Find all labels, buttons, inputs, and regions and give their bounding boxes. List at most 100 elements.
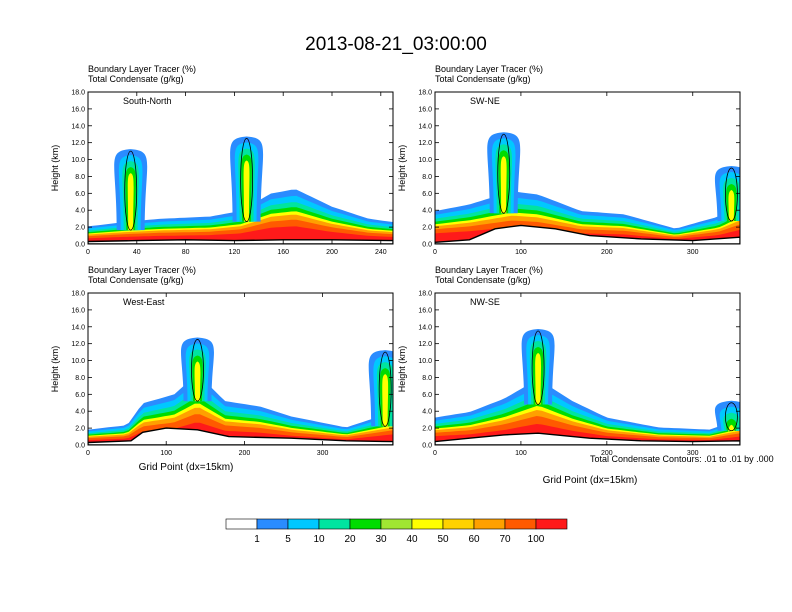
condensate-contour	[497, 133, 511, 214]
x-tick-label: 100	[160, 450, 172, 457]
y-tick-label: 14.0	[418, 123, 432, 130]
terrain	[88, 427, 393, 445]
y-tick-label: 6.0	[422, 191, 432, 198]
plume-band	[728, 190, 735, 222]
panel-label: West-East	[123, 297, 165, 307]
panel-header-line2: Total Condensate (g/kg)	[88, 275, 184, 285]
y-tick-label: 18.0	[418, 291, 432, 298]
x-tick-label: 300	[687, 249, 699, 256]
condensate-contour	[378, 351, 392, 427]
colorbar: 1 5 10 20 30 40 50 60 70 100	[225, 518, 568, 545]
x-tick-label: 200	[326, 249, 338, 256]
panels: Boundary Layer Tracer (%)Total Condensat…	[50, 64, 741, 457]
panel-sw-ne: Boundary Layer Tracer (%)Total Condensat…	[397, 64, 741, 256]
colorbar-label: 60	[468, 534, 480, 545]
x-tick-label: 0	[433, 450, 437, 457]
y-tick-label: 10.0	[418, 157, 432, 164]
y-tick-label: 10.0	[71, 157, 85, 164]
y-tick-label: 8.0	[75, 174, 85, 181]
terrain	[435, 224, 740, 244]
plot-frame	[87, 91, 394, 245]
y-axis-label: Height (km)	[50, 145, 60, 192]
x-tick-label: 80	[182, 249, 190, 256]
y-tick-label: 14.0	[418, 324, 432, 331]
y-tick-label: 12.0	[418, 341, 432, 348]
y-tick-label: 12.0	[418, 140, 432, 147]
x-tick-label: 200	[601, 249, 613, 256]
y-tick-label: 4.0	[422, 409, 432, 416]
y-tick-label: 18.0	[71, 291, 85, 298]
panel-header-line1: Boundary Layer Tracer (%)	[88, 265, 196, 275]
condensate-contour	[725, 167, 738, 222]
panel-south-north: Boundary Layer Tracer (%)Total Condensat…	[50, 64, 394, 256]
colorbar-swatch	[473, 518, 506, 530]
y-tick-label: 0.0	[75, 242, 85, 249]
x-tick-label: 240	[375, 249, 387, 256]
y-tick-label: 6.0	[422, 392, 432, 399]
y-tick-label: 12.0	[71, 140, 85, 147]
x-tick-label: 0	[433, 249, 437, 256]
panel-header-line2: Total Condensate (g/kg)	[435, 74, 531, 84]
plume-band	[382, 374, 389, 427]
colorbar-label: 40	[406, 534, 418, 545]
colorbar-label: 70	[499, 534, 511, 545]
tracer-field	[435, 293, 740, 445]
colorbar-swatch	[225, 518, 258, 530]
colorbar-swatch	[380, 518, 413, 530]
y-axis-label: Height (km)	[397, 346, 407, 393]
plume-band	[194, 361, 201, 402]
y-tick-label: 16.0	[418, 307, 432, 314]
condensate-contour	[531, 330, 545, 405]
colorbar-swatch	[349, 518, 382, 530]
tracer-field	[88, 293, 393, 445]
contour-note: Total Condensate Contours: .01 to .01 by…	[590, 454, 774, 464]
plume-band	[726, 418, 737, 431]
colorbar-swatch	[318, 518, 351, 530]
x-tick-label: 120	[229, 249, 241, 256]
x-tick-label: 300	[687, 450, 699, 457]
condensate-contour	[124, 150, 138, 231]
plot-frame	[434, 292, 741, 446]
panel-west-east: Boundary Layer Tracer (%)Total Condensat…	[50, 265, 394, 457]
colorbar-label: 1	[254, 534, 260, 545]
y-tick-label: 0.0	[422, 443, 432, 450]
plot-frame	[434, 91, 741, 245]
y-tick-label: 4.0	[422, 208, 432, 215]
terrain	[88, 239, 393, 244]
colorbar-label: 5	[285, 534, 291, 545]
colorbar-swatch	[411, 518, 444, 530]
y-tick-label: 2.0	[422, 225, 432, 232]
y-tick-label: 16.0	[418, 106, 432, 113]
condensate-contour	[240, 138, 254, 222]
plume-band	[127, 173, 134, 231]
colorbar-label: 50	[437, 534, 449, 545]
y-tick-label: 18.0	[71, 90, 85, 97]
panel-nw-se: Boundary Layer Tracer (%)Total Condensat…	[397, 265, 741, 457]
panel-header-line1: Boundary Layer Tracer (%)	[435, 265, 543, 275]
x-tick-label: 0	[86, 249, 90, 256]
x-tick-label: 200	[239, 450, 251, 457]
tracer-field	[88, 92, 393, 244]
y-axis-label: Height (km)	[397, 145, 407, 192]
panel-label: SW-NE	[470, 96, 500, 106]
y-tick-label: 0.0	[75, 443, 85, 450]
y-tick-label: 4.0	[75, 409, 85, 416]
y-tick-label: 2.0	[75, 225, 85, 232]
y-tick-label: 12.0	[71, 341, 85, 348]
panel-label: NW-SE	[470, 297, 500, 307]
colorbar-swatch	[256, 518, 289, 530]
plume-band	[535, 353, 542, 405]
colorbar-label: 10	[313, 534, 325, 545]
y-tick-label: 18.0	[418, 90, 432, 97]
figure-title: 2013-08-21_03:00:00	[305, 34, 487, 55]
panel-header-line1: Boundary Layer Tracer (%)	[88, 64, 196, 74]
x-tick-label: 100	[515, 450, 527, 457]
colorbar-label: 30	[375, 534, 387, 545]
y-tick-label: 2.0	[75, 426, 85, 433]
y-tick-label: 0.0	[422, 242, 432, 249]
x-tick-label: 0	[86, 450, 90, 457]
x-tick-label: 40	[133, 249, 141, 256]
y-tick-label: 2.0	[422, 426, 432, 433]
y-tick-label: 6.0	[75, 191, 85, 198]
y-tick-label: 14.0	[71, 123, 85, 130]
